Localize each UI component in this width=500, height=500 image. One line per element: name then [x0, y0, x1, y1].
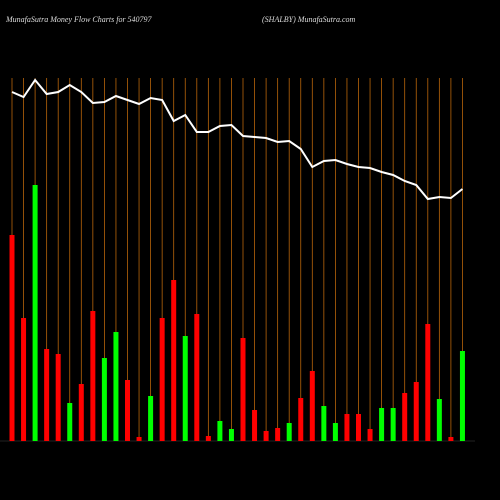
money-flow-line	[11, 78, 464, 201]
chart-title: MunafaSutra Money Flow Charts for 540797	[5, 15, 153, 24]
bar	[205, 436, 211, 441]
bar	[32, 185, 38, 441]
bar	[286, 423, 292, 441]
bar	[240, 338, 246, 441]
bar	[344, 414, 350, 441]
bar	[263, 431, 269, 441]
bar	[448, 437, 454, 441]
bar	[252, 410, 258, 441]
bar	[67, 403, 73, 441]
bar	[390, 408, 396, 441]
bar	[90, 311, 96, 441]
bar	[332, 423, 338, 441]
bar	[113, 332, 119, 441]
bar	[367, 429, 373, 441]
bar	[78, 384, 84, 441]
bar	[309, 371, 315, 441]
bar	[413, 382, 419, 441]
bar	[228, 429, 234, 441]
bar	[275, 428, 281, 441]
bar	[402, 393, 408, 441]
bar	[159, 318, 165, 441]
bar	[182, 336, 188, 441]
bar	[55, 354, 61, 441]
bar	[321, 406, 327, 441]
bar	[425, 324, 431, 441]
bar	[379, 408, 385, 441]
bar	[194, 314, 200, 441]
bar	[298, 398, 304, 441]
bar	[136, 437, 142, 441]
bar	[9, 235, 15, 441]
bar	[171, 280, 177, 441]
bar	[101, 358, 107, 441]
bar	[21, 318, 27, 441]
bar	[148, 396, 154, 441]
bar	[125, 380, 130, 441]
bar	[217, 421, 223, 441]
bar	[436, 399, 442, 441]
bar	[356, 414, 361, 441]
chart-subtitle: (SHALBY) MunafaSutra.com	[262, 15, 356, 24]
bar	[459, 351, 465, 441]
bar	[44, 349, 50, 441]
